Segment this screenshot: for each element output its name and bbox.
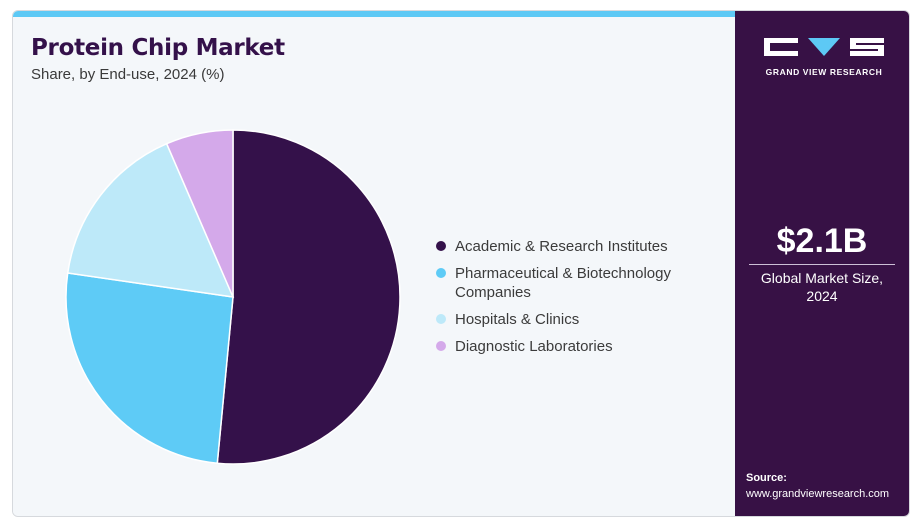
legend-swatch	[436, 241, 446, 251]
legend-label: Hospitals & Clinics	[455, 311, 580, 328]
grand-view-research-logo: GRAND VIEW RESEARCH	[762, 36, 886, 77]
legend-swatch	[436, 268, 446, 278]
pie-slice-1	[216, 129, 401, 465]
legend-item: Diagnostic Laboratories	[436, 337, 716, 356]
legend-item: Hospitals & Clinics	[436, 310, 716, 329]
divider	[749, 264, 895, 265]
pie-chart	[65, 129, 401, 465]
logo-text: GRAND VIEW RESEARCH	[765, 67, 883, 77]
chart-subtitle: Share, by End-use, 2024 (%)	[31, 66, 225, 83]
legend-swatch	[436, 341, 446, 351]
pie-slice-4	[165, 129, 234, 298]
legend-label: Academic & Research Institutes	[455, 238, 668, 255]
legend-label: Diagnostic Laboratories	[455, 338, 613, 355]
market-caption-line2: 2024	[806, 288, 838, 304]
chart-title: Protein Chip Market	[31, 35, 285, 61]
logo-mark-icon	[764, 38, 884, 56]
pie-slice-2	[65, 272, 234, 465]
market-size-value: $2.1B	[776, 222, 868, 260]
accent-bar	[13, 11, 735, 17]
market-size-caption: Global Market Size, 2024	[735, 269, 909, 305]
legend-label: Companies	[455, 284, 531, 301]
pie-slice-3	[66, 142, 235, 298]
info-panel: GRAND VIEW RESEARCH $2.1B Global Market …	[735, 11, 909, 516]
source-url[interactable]: www.grandviewresearch.com	[746, 488, 890, 500]
chart-panel: Protein Chip Market Share, by End-use, 2…	[13, 11, 735, 516]
legend-swatch	[436, 314, 446, 324]
market-caption-line1: Global Market Size,	[760, 270, 884, 286]
chart-legend: Academic & Research Institutes Pharmaceut…	[436, 237, 716, 364]
source-label: Source:	[746, 472, 787, 484]
chart-card: Protein Chip Market Share, by End-use, 2…	[12, 10, 910, 517]
legend-item: Pharmaceutical & Biotechnology Companies	[436, 264, 716, 302]
legend-label: Pharmaceutical & Biotechnology	[455, 265, 671, 282]
legend-item: Academic & Research Institutes	[436, 237, 716, 256]
